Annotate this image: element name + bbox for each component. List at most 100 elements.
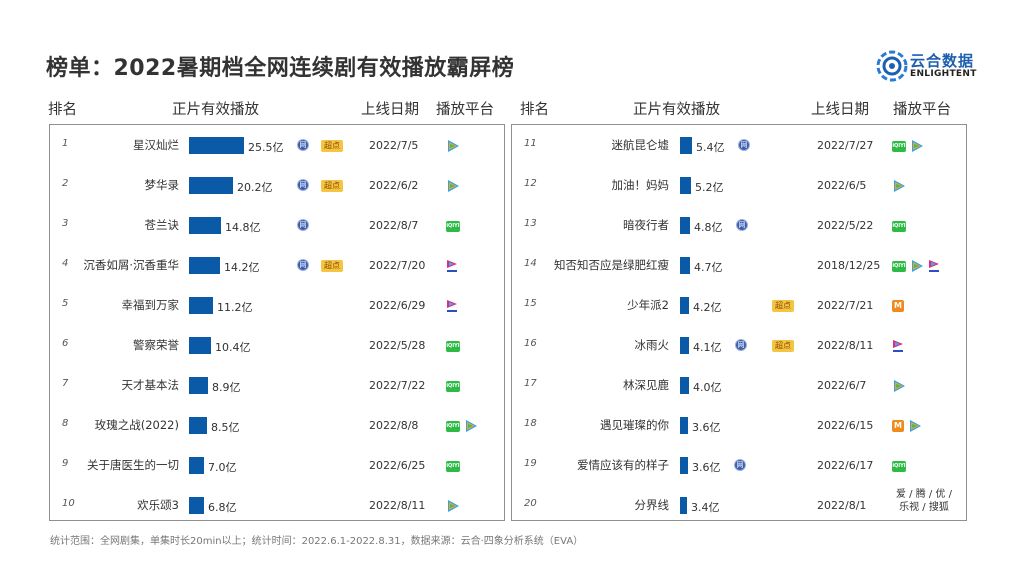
tencent-video-icon	[894, 180, 905, 192]
value-label: 3.6亿	[692, 421, 721, 434]
header-rank-right: 排名	[520, 102, 549, 118]
super-view-badge: 超点	[321, 260, 343, 272]
tencent-video-icon	[466, 420, 477, 432]
value-label: 5.4亿	[696, 141, 725, 154]
rank-number: 9	[62, 458, 69, 469]
drama-name: 加油！妈妈	[611, 178, 670, 192]
drama-name: 林深见鹿	[623, 378, 669, 392]
logo-icon	[876, 50, 908, 82]
release-date: 2022/6/15	[817, 419, 874, 432]
value-label: 4.1亿	[693, 341, 722, 354]
tencent-video-icon	[448, 500, 459, 512]
tencent-video-icon	[912, 140, 923, 152]
platform-cell: iQIYI	[892, 257, 940, 275]
value-label: 14.2亿	[224, 261, 260, 274]
release-date: 2022/8/11	[369, 499, 426, 512]
release-date: 2022/5/22	[817, 219, 874, 232]
bar	[189, 137, 244, 154]
value-label: 4.8亿	[694, 221, 723, 234]
network-icon: 网	[297, 219, 309, 231]
release-date: 2022/8/1	[817, 499, 867, 512]
value-label: 4.0亿	[693, 381, 722, 394]
platform-cell	[446, 497, 460, 515]
rank-number: 1	[62, 138, 69, 149]
rank-number: 8	[62, 418, 69, 429]
bar	[680, 217, 690, 234]
value-label: 6.8亿	[208, 501, 237, 514]
table-row: 18 遇见璀璨的你 3.6亿 2022/6/15 M	[512, 406, 968, 446]
iqiyi-icon: iQIYI	[446, 420, 460, 432]
platform-cell	[892, 337, 904, 355]
bar	[189, 417, 207, 434]
drama-name: 苍兰诀	[144, 218, 180, 232]
super-view-badge: 超点	[321, 140, 343, 152]
platform-cell	[892, 377, 906, 395]
drama-name: 遇见璀璨的你	[600, 418, 669, 432]
bar	[189, 497, 204, 514]
table-row: 4 沉香如屑·沉香重华 14.2亿 网超点 2022/7/20	[50, 246, 506, 286]
rank-number: 7	[62, 378, 69, 389]
network-icon: 网	[735, 339, 747, 351]
release-date: 2022/8/7	[369, 219, 419, 232]
rank-number: 20	[524, 498, 537, 509]
drama-name: 星汉灿烂	[133, 138, 179, 152]
logo-text-en: ENLIGHTENT	[910, 69, 977, 79]
platform-cell: iQIYI	[446, 377, 460, 395]
ranking-panel-right: 11 迷航昆仑墟 5.4亿网 2022/7/27 iQIYI 12 加油！妈妈 5.2亿 202…	[511, 124, 967, 521]
drama-name: 爱情应该有的样子	[577, 458, 669, 472]
iqiyi-icon: iQIYI	[446, 460, 460, 472]
header-date-right: 上线日期	[811, 102, 869, 118]
value-label: 20.2亿	[237, 181, 273, 194]
rank-number: 4	[62, 258, 69, 269]
tencent-video-icon	[448, 180, 459, 192]
table-row: 5 幸福到万家 11.2亿 2022/6/29	[50, 286, 506, 326]
bar	[189, 177, 233, 194]
platform-cell: iQIYI	[892, 137, 924, 155]
iqiyi-icon: iQIYI	[446, 340, 460, 352]
table-row: 3 苍兰诀 14.8亿 网 2022/8/7 iQIYI	[50, 206, 506, 246]
header-platform-right: 播放平台	[893, 102, 951, 118]
bar	[680, 457, 688, 474]
value-label: 3.6亿	[692, 461, 721, 474]
brand-logo: 云合数据 ENLIGHTENT	[876, 48, 986, 84]
table-row: 15 少年派2 4.2亿 超点 2022/7/21 M	[512, 286, 968, 326]
platform-cell: iQIYI	[446, 337, 460, 355]
release-date: 2022/6/29	[369, 299, 426, 312]
value-label: 5.2亿	[695, 181, 724, 194]
page-title: 榜单：2022暑期档全网连续剧有效播放霸屏榜	[46, 56, 515, 81]
rank-number: 2	[62, 178, 69, 189]
youku-icon	[929, 260, 939, 272]
rank-number: 5	[62, 298, 69, 309]
rank-number: 12	[524, 178, 537, 189]
drama-name: 知否知否应是绿肥红瘦	[554, 258, 669, 272]
footnote: 统计范围：全网剧集，单集时长20min以上；统计时间：2022.6.1-2022…	[50, 536, 584, 547]
drama-name: 分界线	[634, 498, 670, 512]
bar	[189, 457, 204, 474]
platform-cell: iQIYI	[446, 217, 460, 235]
value-label: 10.4亿	[215, 341, 251, 354]
rank-number: 10	[62, 498, 75, 509]
release-date: 2022/7/5	[369, 139, 419, 152]
network-icon: 网	[734, 459, 746, 471]
platform-cell: iQIYI	[892, 457, 906, 475]
release-date: 2022/6/2	[369, 179, 419, 192]
iqiyi-icon: iQIYI	[892, 220, 906, 232]
platform-cell	[446, 177, 460, 195]
table-row: 13 暗夜行者 4.8亿 网 2022/5/22 iQIYI	[512, 206, 968, 246]
header-platform-left: 播放平台	[436, 102, 494, 118]
drama-name: 警察荣誉	[133, 338, 179, 352]
release-date: 2022/8/8	[369, 419, 419, 432]
table-row: 17 林深见鹿 4.0亿 2022/6/7	[512, 366, 968, 406]
release-date: 2022/6/7	[817, 379, 867, 392]
network-icon: 网	[736, 219, 748, 231]
rank-number: 13	[524, 218, 537, 229]
rank-number: 16	[524, 338, 537, 349]
value-label: 8.5亿	[211, 421, 240, 434]
platform-cell	[446, 257, 458, 275]
table-row: 16 冰雨火 4.1亿 网 超点 2022/8/11	[512, 326, 968, 366]
drama-name: 沉香如屑·沉香重华	[83, 258, 179, 272]
bar	[680, 417, 688, 434]
logo-text-cn: 云合数据	[910, 52, 975, 70]
table-row: 10 欢乐颂3 6.8亿 2022/8/11	[50, 486, 506, 526]
drama-name: 幸福到万家	[121, 298, 180, 312]
